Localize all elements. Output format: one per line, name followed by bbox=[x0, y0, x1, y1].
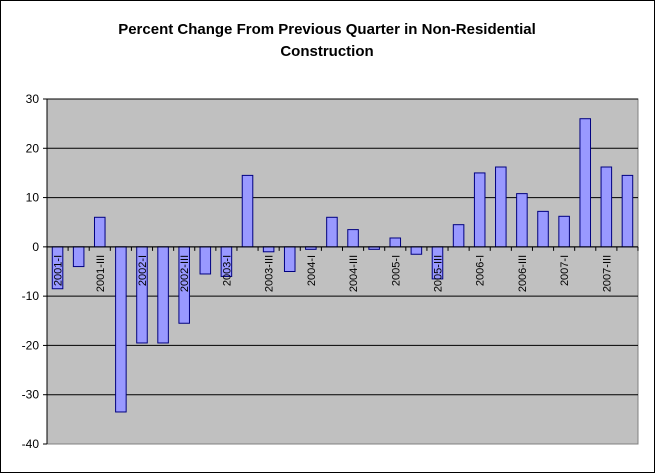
x-tick-label: 2007-I bbox=[559, 255, 571, 286]
bar-2005-II bbox=[410, 246, 423, 255]
y-tick-label: 10 bbox=[26, 191, 40, 205]
bar-2003-II bbox=[241, 174, 254, 248]
chart-title-line-2: Construction bbox=[280, 43, 373, 60]
x-tick-label: 2006-III bbox=[517, 255, 529, 292]
y-tick-label: -30 bbox=[22, 388, 40, 402]
x-axis: 2001-I 2001-III 2002-I 2002-III 2003-I 2003-I… bbox=[46, 246, 639, 292]
x-tick-label: 2005-III bbox=[432, 255, 444, 292]
bar-2005-I bbox=[389, 237, 402, 248]
x-tick-label: 2004-I bbox=[306, 255, 318, 286]
y-tick-label: -40 bbox=[22, 437, 40, 451]
bar-2007-I bbox=[558, 215, 570, 248]
y-tick-label: -10 bbox=[22, 289, 40, 303]
bar-2006-I bbox=[473, 172, 486, 248]
bar-2002-II bbox=[157, 246, 169, 344]
y-axis: 30 20 10 0 -10 -20 -30 -40 bbox=[22, 92, 48, 451]
y-tick-label: -20 bbox=[22, 338, 40, 352]
x-tick-label: 2002-III bbox=[179, 255, 191, 292]
bar-2003-III bbox=[262, 246, 275, 253]
y-tick-label: 30 bbox=[26, 92, 40, 106]
y-tick-label: 20 bbox=[26, 141, 40, 155]
bar-2006-II bbox=[495, 166, 507, 248]
bar-2007-II bbox=[579, 118, 592, 248]
bar-2006-IV bbox=[537, 210, 549, 248]
bar-2002-IV bbox=[199, 246, 212, 275]
bar-2004-III bbox=[347, 229, 359, 248]
bar-2006-III bbox=[516, 193, 528, 248]
bar-2003-IV bbox=[283, 246, 296, 272]
y-tick-label: 0 bbox=[32, 240, 39, 254]
bar-2005-IV bbox=[452, 224, 465, 248]
bar-2007-IV bbox=[621, 174, 634, 248]
bar-2007-III bbox=[600, 166, 613, 248]
x-tick-label: 2004-III bbox=[348, 255, 360, 292]
bar-2001-II bbox=[72, 246, 85, 268]
x-tick-label: 2001-I bbox=[53, 255, 65, 286]
bar-2001-IV bbox=[115, 246, 127, 413]
x-tick-label: 2002-I bbox=[137, 255, 149, 286]
plot-area bbox=[46, 98, 639, 445]
chart-title-line-1: Percent Change From Previous Quarter in … bbox=[118, 21, 536, 38]
bar-2004-II bbox=[326, 216, 338, 248]
x-tick-label: 2003-I bbox=[221, 255, 233, 286]
x-tick-label: 2005-I bbox=[390, 255, 402, 286]
bar-2001-III bbox=[93, 216, 106, 248]
x-tick-label: 2001-III bbox=[95, 255, 107, 292]
x-tick-label: 2003-III bbox=[264, 255, 276, 292]
x-tick-label: 2007-III bbox=[601, 255, 613, 292]
x-tick-label: 2006-I bbox=[475, 255, 487, 286]
